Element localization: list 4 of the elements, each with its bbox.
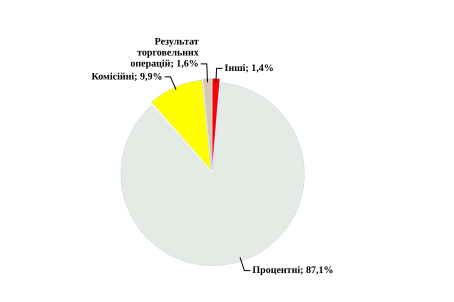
slice-label: Інші; 1,4% [224,62,274,74]
slice-label: Результат торговельних операцій; 1,6% [130,36,199,70]
slice-label: Процентні; 87,1% [252,265,334,276]
slice-label: Комісійні; 9,9% [91,71,162,82]
